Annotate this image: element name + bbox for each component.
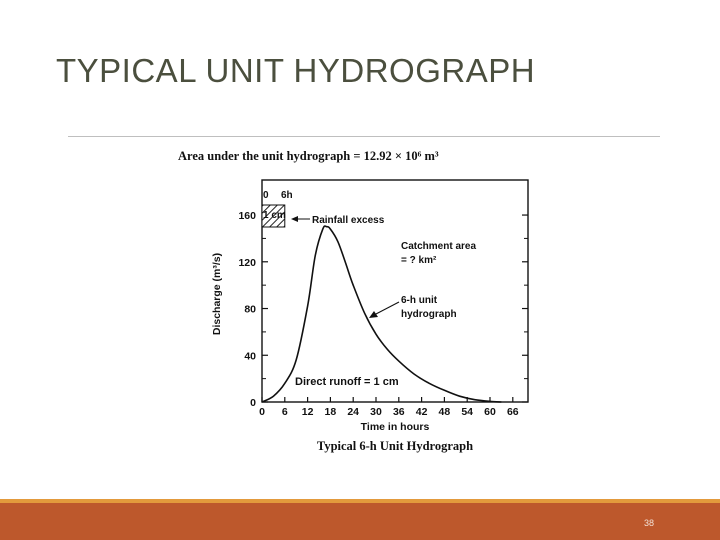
chart-header: Area under the unit hydrograph = 12.92 ×… <box>178 149 439 163</box>
chart-svg: Area under the unit hydrograph = 12.92 ×… <box>178 149 529 453</box>
x-tick-label: 48 <box>439 406 451 418</box>
annotation-block-depth: 1 cm <box>263 210 286 221</box>
footer-bar <box>0 503 720 540</box>
rainfall-arrowhead <box>291 216 298 222</box>
page-number: 38 <box>643 518 654 528</box>
x-tick-label: 60 <box>484 406 496 418</box>
footer-accent-line <box>0 499 720 503</box>
title-divider <box>68 136 660 137</box>
slide-title: TYPICAL UNIT HYDROGRAPH <box>56 52 536 89</box>
x-tick-label: 24 <box>347 406 359 418</box>
x-tick-label: 18 <box>325 406 337 418</box>
annotation-direct-runoff: Direct runoff = 1 cm <box>295 376 399 388</box>
y-axis-label: Discharge (m³/s) <box>211 253 223 335</box>
y-tick-label: 80 <box>244 304 256 316</box>
unit-hydrograph-chart: Area under the unit hydrograph = 12.92 ×… <box>170 142 550 458</box>
y-tick-label: 0 <box>250 397 256 409</box>
x-axis-label: Time in hours <box>361 421 430 433</box>
x-tick-label: 30 <box>370 406 382 418</box>
series-label-arrow <box>373 301 400 316</box>
x-tick-label: 66 <box>507 406 519 418</box>
chart-title: Typical 6-h Unit Hydrograph <box>317 439 473 453</box>
axis-ticks: 0 40 80 120 160 0 6 12 18 24 30 36 42 48 54 60 66 <box>238 210 528 418</box>
x-tick-label: 0 <box>259 406 265 418</box>
annotation-time-zero: 0 <box>263 190 269 201</box>
x-tick-label: 36 <box>393 406 405 418</box>
series-line-unit-hydrograph <box>261 225 502 403</box>
annotation-series-label-line2: hydrograph <box>401 309 457 320</box>
annotation-time-six: 6h <box>281 190 293 201</box>
rainfall-excess-block <box>261 204 286 228</box>
annotation-series-label-line1: 6-h unit <box>401 295 438 306</box>
annotation-rainfall-excess: Rainfall excess <box>312 215 385 226</box>
plot-frame <box>261 179 529 403</box>
y-tick-label: 160 <box>238 210 256 222</box>
x-tick-label: 54 <box>461 406 473 418</box>
y-tick-label: 40 <box>244 350 256 362</box>
series-label-arrowhead <box>369 311 378 318</box>
annotation-catchment-area-line2: = ? km² <box>401 255 437 266</box>
x-tick-label: 42 <box>416 406 428 418</box>
x-tick-label: 12 <box>302 406 314 418</box>
annotation-catchment-area-line1: Catchment area <box>401 241 476 252</box>
y-tick-label: 120 <box>238 257 256 269</box>
x-tick-label: 6 <box>282 406 288 418</box>
